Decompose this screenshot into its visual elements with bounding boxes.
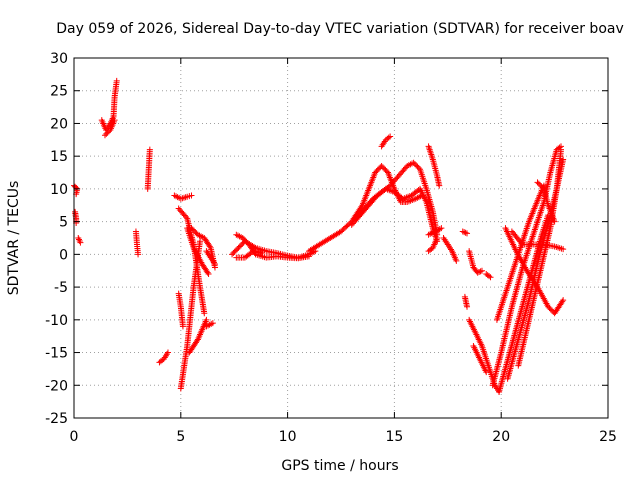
data-point-series [171,192,195,202]
x-axis-label: GPS time / hours [281,458,398,474]
data-point-series [352,159,441,238]
data-point-series [459,228,471,237]
y-axis-label: SDTVAR / TECUs [6,181,22,296]
data-point-series [305,163,426,255]
x-tick-label: 0 [70,429,79,445]
data-point-series [440,235,460,264]
y-tick-label: -20 [45,378,68,394]
data-point-series [425,225,445,238]
y-tick-label: 5 [59,215,68,231]
plot-frame [73,57,609,419]
data-point-series [425,143,443,189]
data-point-series [534,179,558,225]
y-tick-label: 15 [50,149,68,165]
data-point-series [515,146,565,369]
y-tick-label: -25 [45,411,68,427]
x-tick-label: 20 [492,429,510,445]
data-point-series [502,225,567,317]
data-point-series [156,349,171,366]
x-tick-label: 5 [176,429,185,445]
data-point-series [75,235,84,246]
y-tick-label: 30 [50,51,68,67]
y-tick-label: -5 [54,280,68,296]
data-points [71,77,567,395]
data-point-series [378,133,394,150]
axis-ticks: 0 5 10 15 20 25 -25 -20 -15 -10 -5 0 5 10 15 20 25 30 [45,51,617,445]
y-tick-label: 20 [50,116,68,132]
data-point-series [203,320,216,330]
y-tick-label: 0 [59,247,68,263]
y-tick-label: 10 [50,182,68,198]
y-tick-label: -15 [45,346,68,362]
data-point-series [508,228,567,253]
data-point-series [483,271,494,281]
data-point-series [184,225,212,277]
data-point-series [132,228,142,258]
data-point-series [175,290,186,330]
x-tick-label: 10 [279,429,297,445]
x-tick-label: 25 [599,429,617,445]
data-point-series [470,343,490,376]
data-point-series [489,143,565,389]
data-point-series [233,248,265,261]
data-point-series [425,235,441,255]
y-tick-label: -10 [45,313,68,329]
data-point-series [144,146,153,192]
data-point-series [101,117,118,139]
data-point-series [203,248,218,268]
data-point-series [461,293,471,310]
x-tick-label: 15 [385,429,403,445]
y-tick-label: 25 [50,84,68,100]
chart-title: Day 059 of 2026, Sidereal Day-to-day VTE… [56,21,624,37]
data-point-series [466,248,485,276]
